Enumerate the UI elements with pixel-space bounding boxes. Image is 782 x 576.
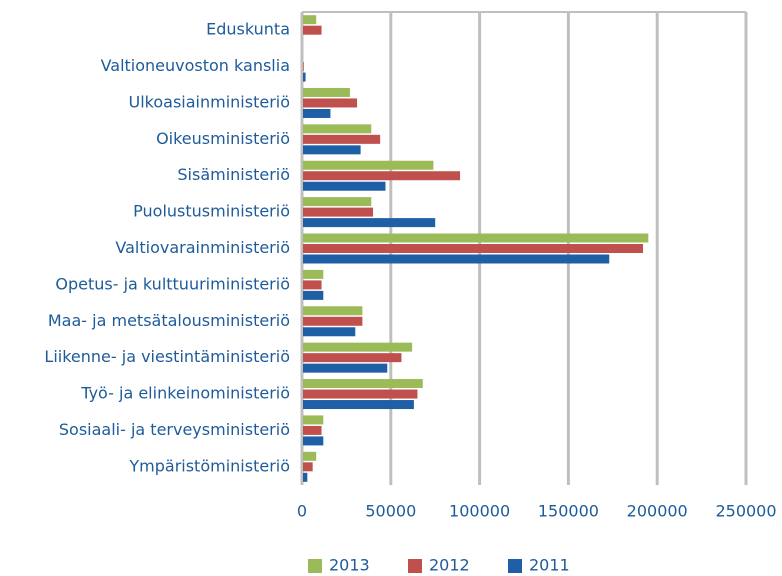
legend-label: 2011: [529, 556, 570, 575]
x-tick-label: 0: [297, 502, 307, 521]
bar: [302, 171, 461, 181]
y-tick-label: Työ- ja elinkeinoministeriö: [80, 384, 290, 403]
bar: [302, 145, 361, 155]
bar: [302, 254, 610, 264]
bar: [302, 363, 388, 373]
bar: [302, 342, 413, 352]
y-tick-label: Puolustusministeriö: [133, 202, 290, 221]
legend-swatch: [508, 559, 522, 573]
bar: [302, 207, 374, 217]
y-tick-label: Maa- ja metsätalousministeriö: [48, 311, 290, 330]
bar: [302, 134, 381, 144]
x-tick-label: 150000: [538, 502, 599, 521]
bar: [302, 269, 324, 279]
bar: [302, 353, 402, 363]
y-tick-label: Sosiaali- ja terveysministeriö: [59, 420, 290, 439]
bar: [302, 436, 324, 446]
bar: [302, 451, 317, 461]
bar: [302, 400, 414, 410]
bar: [302, 425, 322, 435]
y-tick-label: Eduskunta: [206, 20, 290, 39]
bar: [302, 218, 436, 228]
legend-swatch: [408, 559, 422, 573]
bar: [302, 233, 649, 243]
bar: [302, 462, 313, 472]
bar: [302, 415, 324, 425]
y-tick-label: Liikenne- ja viestintäministeriö: [44, 347, 290, 366]
y-tick-label: Oikeusministeriö: [156, 129, 290, 148]
bar: [302, 181, 386, 191]
bar: [302, 25, 322, 35]
bar: [302, 87, 350, 97]
y-tick-label: Valtioneuvoston kanslia: [101, 56, 290, 75]
y-tick-label: Ympäristöministeriö: [128, 456, 290, 475]
bar: [302, 389, 418, 399]
y-tick-label: Valtiovarainministeriö: [115, 238, 290, 257]
x-tick-label: 200000: [627, 502, 688, 521]
bar: [302, 108, 331, 118]
x-tick-label: 50000: [365, 502, 416, 521]
bar: [302, 316, 363, 326]
bar: [302, 472, 308, 482]
legend-label: 2012: [429, 556, 470, 575]
y-tick-label: Ulkoasiainministeriö: [129, 92, 291, 111]
legend-label: 2013: [329, 556, 370, 575]
legend-swatch: [308, 559, 322, 573]
y-tick-label: Sisäministeriö: [177, 165, 290, 184]
bar: [302, 124, 372, 134]
x-tick-label: 100000: [449, 502, 510, 521]
bar: [302, 244, 643, 253]
y-tick-label: Opetus- ja kulttuuriministeriö: [55, 274, 290, 293]
bar: [302, 72, 306, 82]
bar: [302, 15, 317, 25]
bar: [302, 327, 356, 337]
bar: [302, 197, 372, 207]
x-tick-label: 250000: [715, 502, 776, 521]
bar: [302, 98, 358, 108]
bar: [302, 280, 322, 290]
bar: [302, 379, 423, 389]
bar: [302, 160, 434, 170]
bar: [302, 290, 324, 300]
bar: [302, 306, 363, 316]
